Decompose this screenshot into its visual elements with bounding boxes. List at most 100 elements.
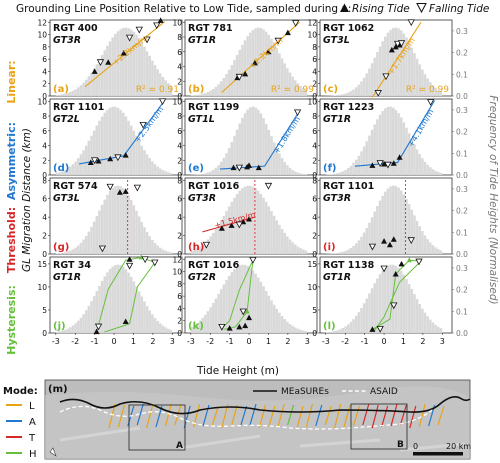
panel-beam: GT2R bbox=[188, 272, 216, 283]
histogram-bar bbox=[167, 172, 170, 175]
histogram-bar bbox=[254, 107, 257, 175]
histogram-bar bbox=[114, 33, 117, 96]
histogram-bar bbox=[196, 248, 199, 254]
histogram-bar bbox=[249, 32, 252, 96]
right-tick-label: 0.1 bbox=[456, 149, 468, 158]
falling-point bbox=[415, 258, 423, 266]
histogram-bar bbox=[148, 310, 151, 333]
y-tick-label: 4 bbox=[177, 142, 182, 151]
falling-point bbox=[426, 99, 435, 106]
histogram-bar bbox=[241, 44, 244, 96]
histogram-bar bbox=[399, 270, 403, 333]
histogram-bar bbox=[74, 161, 77, 175]
scale-bar bbox=[413, 452, 463, 456]
histogram-bar bbox=[204, 314, 207, 333]
histogram-bar bbox=[429, 319, 432, 333]
histogram-bar bbox=[257, 190, 260, 254]
histogram-bar bbox=[278, 224, 281, 254]
y-tick-label: 0 bbox=[312, 171, 317, 180]
histogram-bar bbox=[201, 93, 204, 96]
panel-rgt: RGT 1199 bbox=[188, 102, 239, 113]
histogram-bar bbox=[74, 323, 77, 333]
histogram-bar bbox=[151, 239, 154, 254]
histogram-bar bbox=[225, 153, 228, 175]
histogram-bar bbox=[373, 57, 376, 96]
histogram-bar bbox=[344, 250, 347, 254]
histogram-bar bbox=[230, 141, 234, 175]
histogram-bar bbox=[63, 93, 67, 96]
histogram-bar bbox=[251, 106, 255, 175]
rising-point bbox=[246, 215, 253, 222]
histogram-bar bbox=[204, 242, 207, 254]
histogram-bar bbox=[299, 173, 302, 175]
histogram-bar bbox=[410, 47, 414, 96]
histogram-bar bbox=[169, 85, 173, 96]
histogram-bar bbox=[148, 236, 151, 254]
map-transect-line bbox=[287, 404, 295, 426]
right-tick-label: 0.3 bbox=[456, 264, 468, 273]
panel-letter: (b) bbox=[188, 84, 204, 95]
histogram-bar bbox=[264, 31, 268, 96]
panel-beam: GT3L bbox=[53, 193, 80, 204]
y-tick-label: 0 bbox=[42, 250, 47, 259]
histogram-bar bbox=[296, 246, 300, 254]
histogram-bar bbox=[167, 328, 170, 333]
panel-beam: GT2L bbox=[53, 114, 80, 125]
histogram-bar bbox=[58, 331, 61, 333]
histogram-bar bbox=[159, 168, 162, 175]
x-tick-label: -2 bbox=[206, 337, 214, 346]
rising-point bbox=[107, 155, 114, 162]
panel-beam: GT3R bbox=[53, 35, 81, 46]
histogram-bar bbox=[437, 249, 440, 254]
panel-letter: (g) bbox=[53, 242, 69, 253]
falling-legend: Falling Tide bbox=[416, 3, 489, 15]
histogram-bar bbox=[357, 312, 361, 333]
x-tick-label: -1 bbox=[361, 337, 369, 346]
histogram-bar bbox=[347, 249, 350, 254]
y-tick-label: 4 bbox=[312, 213, 317, 222]
histogram-bar bbox=[212, 88, 215, 96]
histogram-bar bbox=[227, 275, 231, 333]
histogram-bar bbox=[262, 29, 265, 97]
panel-letter: (l) bbox=[323, 321, 336, 332]
histogram-bar bbox=[357, 84, 361, 96]
histogram-bar bbox=[352, 163, 355, 175]
y-tick-label: 6 bbox=[177, 195, 182, 204]
map-transect-line bbox=[305, 403, 313, 428]
histogram-bar bbox=[90, 226, 93, 254]
falling-point bbox=[143, 36, 151, 44]
y-axis-label-left: GL Migration Distance (km) bbox=[21, 128, 33, 272]
panel-letter: (c) bbox=[323, 84, 338, 95]
map-transect-line bbox=[343, 404, 351, 428]
mode-label-l: L bbox=[29, 401, 35, 412]
y-tick-label: 6 bbox=[312, 55, 317, 64]
histogram-bar bbox=[233, 197, 236, 254]
histogram-bar bbox=[431, 245, 435, 254]
histogram-bar bbox=[137, 291, 141, 333]
tide-histogram bbox=[325, 106, 443, 175]
histogram-bar bbox=[434, 87, 437, 96]
histogram-bar bbox=[206, 172, 210, 175]
histogram-bar bbox=[63, 329, 67, 333]
histogram-bar bbox=[103, 50, 106, 96]
histogram-bar bbox=[394, 109, 398, 175]
histogram-bar bbox=[389, 264, 392, 333]
tide-histogram bbox=[55, 185, 173, 254]
histogram-bar bbox=[233, 135, 236, 175]
panel-letter: (a) bbox=[53, 84, 69, 95]
histogram-bar bbox=[296, 83, 300, 96]
histogram-bar bbox=[90, 72, 93, 96]
falling-point bbox=[380, 265, 388, 273]
histogram-bar bbox=[304, 174, 308, 175]
panel-letter: (f) bbox=[323, 163, 337, 174]
histogram-bar bbox=[286, 321, 289, 333]
rising-point bbox=[246, 162, 253, 168]
falling-point bbox=[274, 37, 282, 45]
falling-point bbox=[368, 243, 377, 251]
y-tick-label: 10 bbox=[307, 97, 317, 106]
figure-title: Grounding Line Position Relative to Low … bbox=[16, 3, 351, 15]
rising-point bbox=[95, 157, 102, 164]
histogram-bar bbox=[209, 90, 212, 96]
